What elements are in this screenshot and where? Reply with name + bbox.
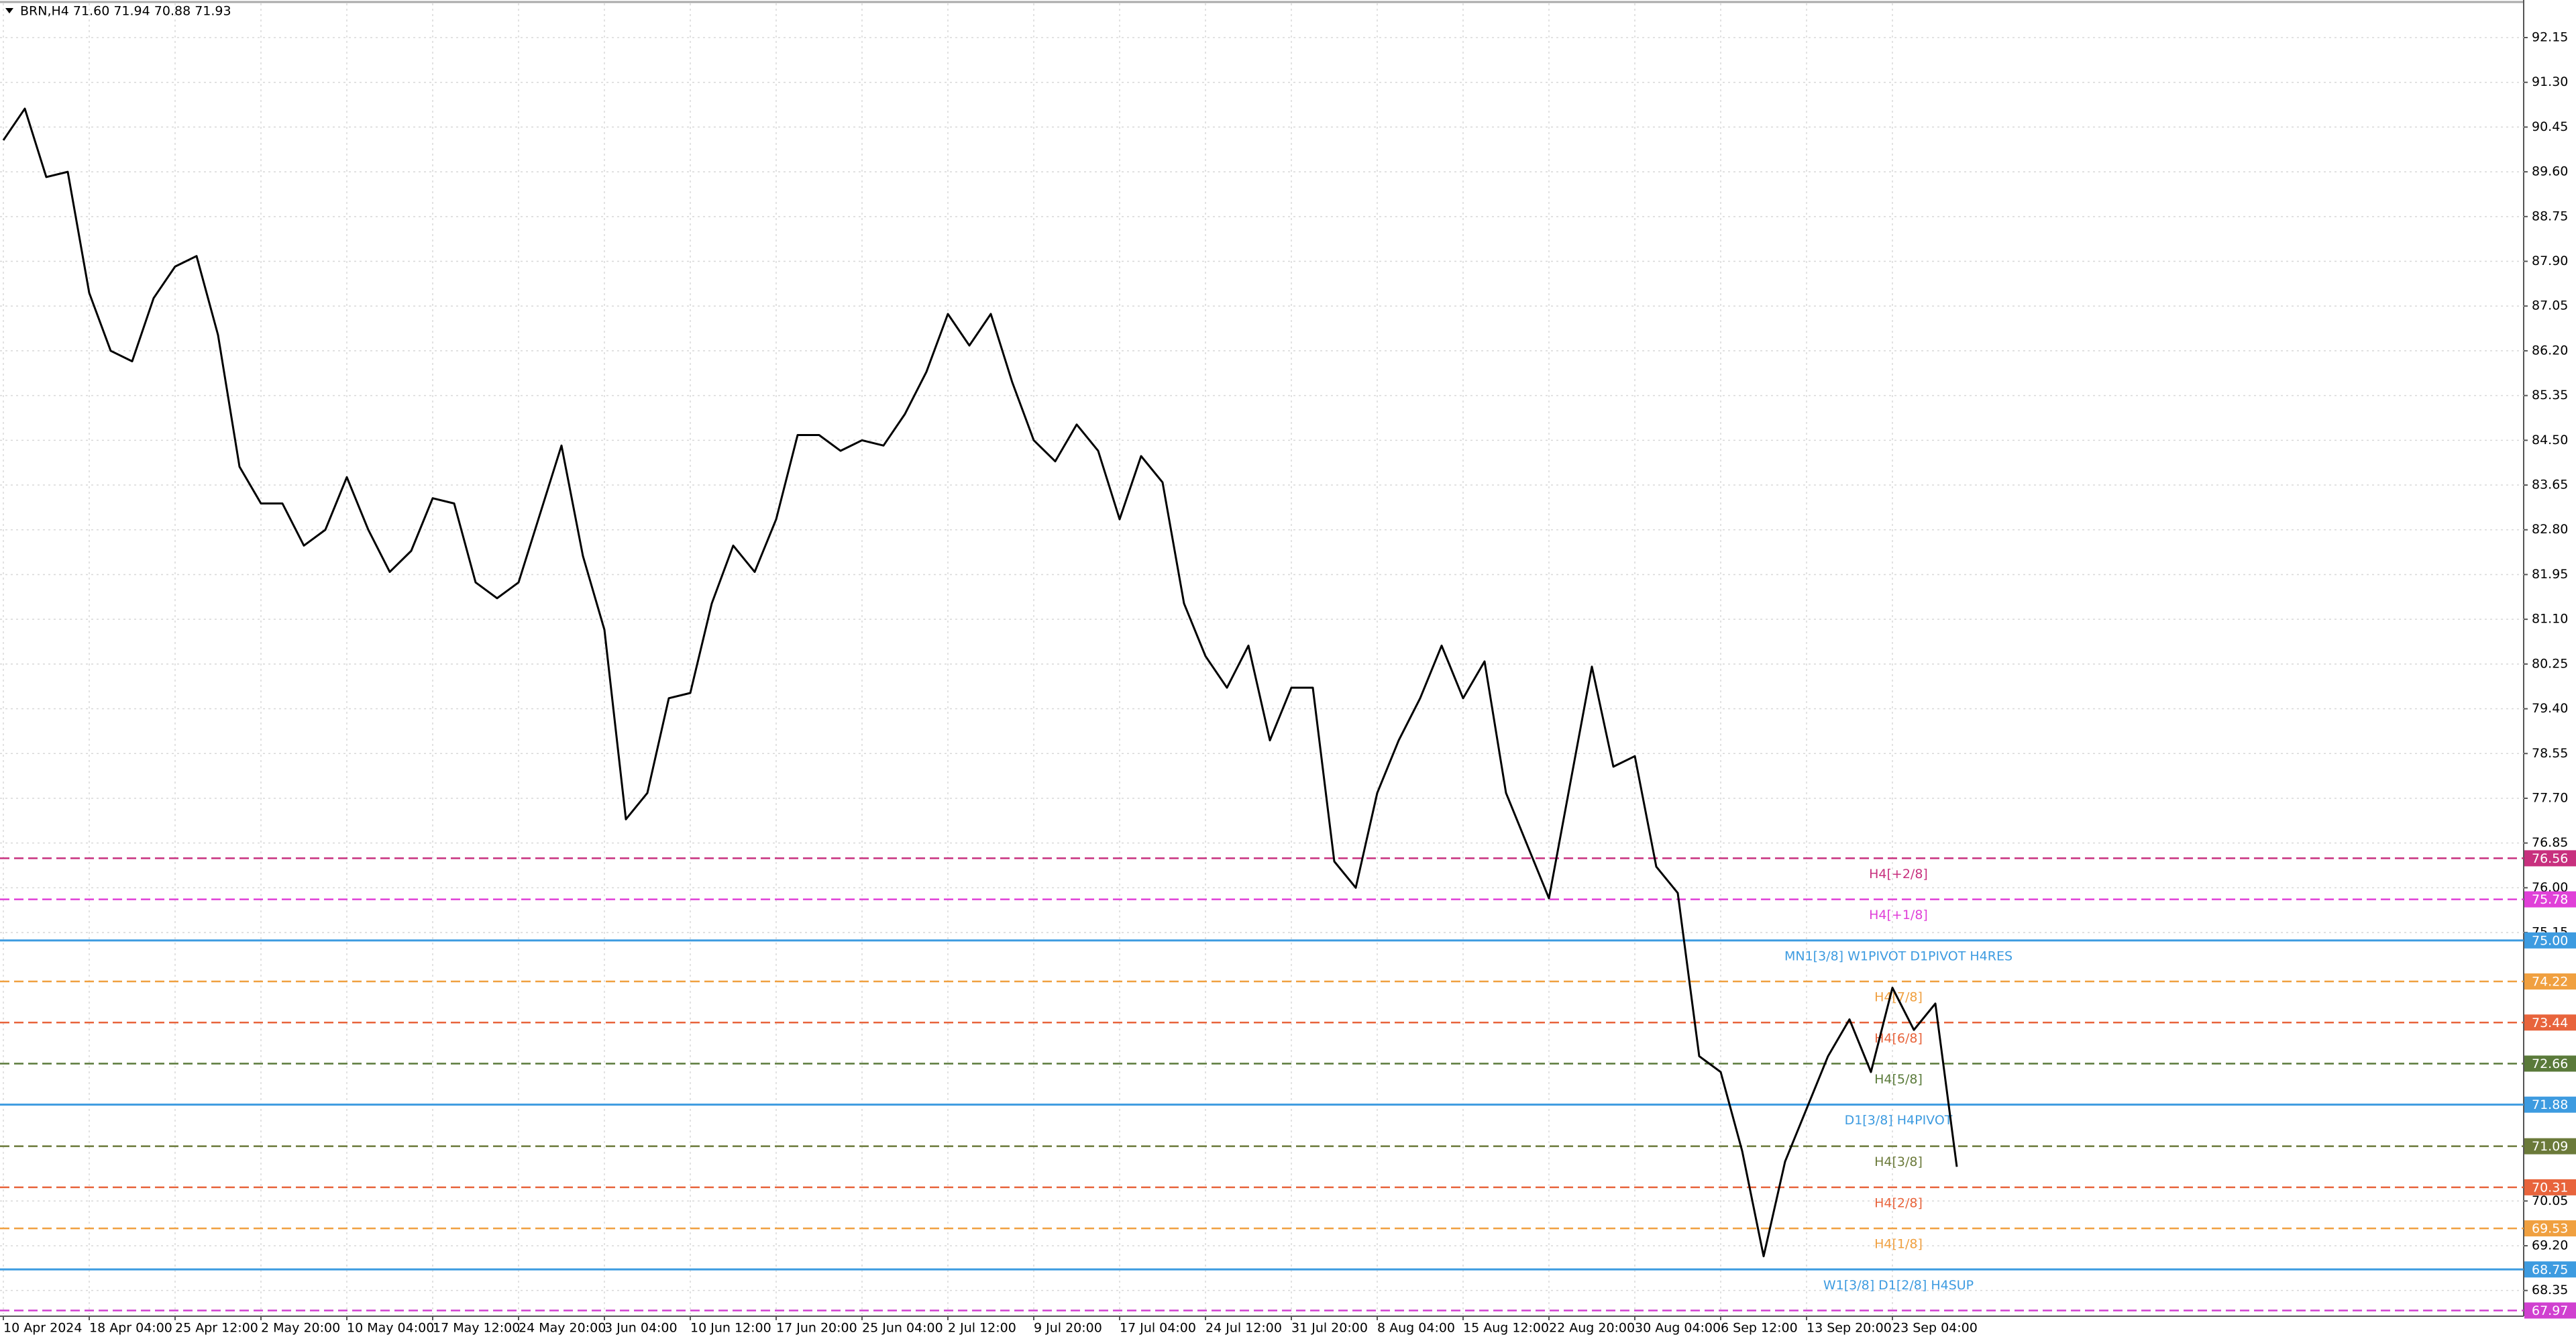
price-tag (2524, 1261, 2576, 1278)
price-tag-label: 68.75 (2532, 1263, 2568, 1277)
x-tick-label: 2 May 20:00 (261, 1321, 340, 1336)
y-tick-label: 76.85 (2532, 835, 2568, 850)
price-tag (2524, 1096, 2576, 1113)
y-tick-label: 79.40 (2532, 701, 2568, 716)
chart-title: BRN,H4 71.60 71.94 70.88 71.93 (20, 4, 231, 19)
y-tick-label: 87.05 (2532, 299, 2568, 313)
price-tag (2524, 1014, 2576, 1031)
level-label: W1[3/8] D1[2/8] H4SUP (1823, 1278, 1974, 1293)
y-tick-label: 88.75 (2532, 209, 2568, 223)
y-tick-label: 69.20 (2532, 1238, 2568, 1252)
price-tag-label: 70.31 (2532, 1180, 2568, 1195)
y-tick-label: 81.95 (2532, 567, 2568, 582)
y-tick-label: 84.50 (2532, 433, 2568, 447)
level-label: H4[3/8] (1874, 1155, 1923, 1169)
price-tag (2524, 1138, 2576, 1155)
price-tag (2524, 850, 2576, 867)
x-tick-label: 17 Jun 20:00 (776, 1321, 857, 1336)
x-tick-label: 10 Apr 2024 (3, 1321, 82, 1336)
y-tick-label: 81.10 (2532, 612, 2568, 627)
level-label: H4[6/8] (1874, 1031, 1923, 1046)
x-tick-label: 31 Jul 20:00 (1291, 1321, 1368, 1336)
x-tick-label: 6 Sep 12:00 (1721, 1321, 1798, 1336)
price-tag (2524, 973, 2576, 990)
menu-arrow[interactable] (5, 8, 13, 13)
x-tick-label: 18 Apr 04:00 (89, 1321, 172, 1336)
level-label: H4[2/8] (1874, 1195, 1923, 1210)
y-tick-label: 90.45 (2532, 119, 2568, 134)
x-tick-label: 8 Aug 04:00 (1377, 1321, 1455, 1336)
x-tick-label: 24 Jul 12:00 (1205, 1321, 1282, 1336)
price-tag (2524, 1302, 2576, 1319)
price-tag (2524, 932, 2576, 949)
y-tick-label: 82.80 (2532, 522, 2568, 537)
price-tag-label: 67.97 (2532, 1303, 2568, 1318)
x-tick-label: 24 May 20:00 (519, 1321, 606, 1336)
level-label: MN1[3/8] W1PIVOT D1PIVOT H4RES (1784, 949, 2012, 963)
x-tick-label: 17 Jul 04:00 (1120, 1321, 1196, 1336)
price-tag-label: 75.78 (2532, 892, 2568, 907)
x-tick-label: 22 Aug 20:00 (1549, 1321, 1635, 1336)
price-tag-label: 74.22 (2532, 975, 2568, 989)
x-tick-label: 9 Jul 20:00 (1034, 1321, 1102, 1336)
y-tick-label: 85.35 (2532, 388, 2568, 403)
y-tick-label: 91.30 (2532, 74, 2568, 89)
price-tag-label: 69.53 (2532, 1222, 2568, 1236)
price-tag (2524, 891, 2576, 908)
x-tick-label: 15 Aug 12:00 (1463, 1321, 1549, 1336)
level-label: D1[3/8] H4PIVOT (1845, 1113, 1953, 1128)
y-tick-label: 77.70 (2532, 790, 2568, 805)
price-tag-label: 76.56 (2532, 851, 2568, 866)
level-label: H4[+2/8] (1869, 867, 1928, 881)
y-tick-label: 80.25 (2532, 656, 2568, 671)
y-tick-label: 87.90 (2532, 254, 2568, 268)
y-tick-label: 70.05 (2532, 1193, 2568, 1208)
x-tick-label: 2 Jul 12:00 (948, 1321, 1016, 1336)
price-line (2, 107, 1958, 1258)
level-label: H4[1/8] (1874, 1237, 1923, 1252)
level-label: H4[+1/8] (1869, 908, 1928, 922)
x-tick-label: 10 Jun 12:00 (690, 1321, 771, 1336)
price-tag-label: 71.09 (2532, 1139, 2568, 1154)
x-tick-label: 23 Sep 04:00 (1892, 1321, 1978, 1336)
x-tick-label: 30 Aug 04:00 (1635, 1321, 1721, 1336)
y-tick-label: 68.35 (2532, 1283, 2568, 1297)
x-tick-label: 10 May 04:00 (347, 1321, 434, 1336)
x-tick-label: 25 Jun 04:00 (862, 1321, 943, 1336)
y-tick-label: 89.60 (2532, 164, 2568, 179)
price-tag-label: 72.66 (2532, 1057, 2568, 1071)
price-tag-label: 73.44 (2532, 1016, 2568, 1030)
price-tag (2524, 1055, 2576, 1072)
y-tick-label: 76.00 (2532, 880, 2568, 895)
price-tag (2524, 1220, 2576, 1237)
x-tick-label: 25 Apr 12:00 (175, 1321, 258, 1336)
y-tick-label: 83.65 (2532, 478, 2568, 492)
x-tick-label: 13 Sep 20:00 (1807, 1321, 1892, 1336)
y-tick-label: 86.20 (2532, 343, 2568, 358)
price-tag (2524, 1179, 2576, 1195)
price-tag-label: 71.88 (2532, 1097, 2568, 1112)
level-label: H4[7/8] (1874, 990, 1923, 1005)
level-label: H4[5/8] (1874, 1072, 1923, 1087)
x-tick-label: 3 Jun 04:00 (604, 1321, 678, 1336)
y-tick-label: 92.15 (2532, 30, 2568, 45)
y-tick-label: 78.55 (2532, 746, 2568, 761)
price-tag-label: 75.00 (2532, 933, 2568, 948)
x-tick-label: 17 May 12:00 (433, 1321, 520, 1336)
